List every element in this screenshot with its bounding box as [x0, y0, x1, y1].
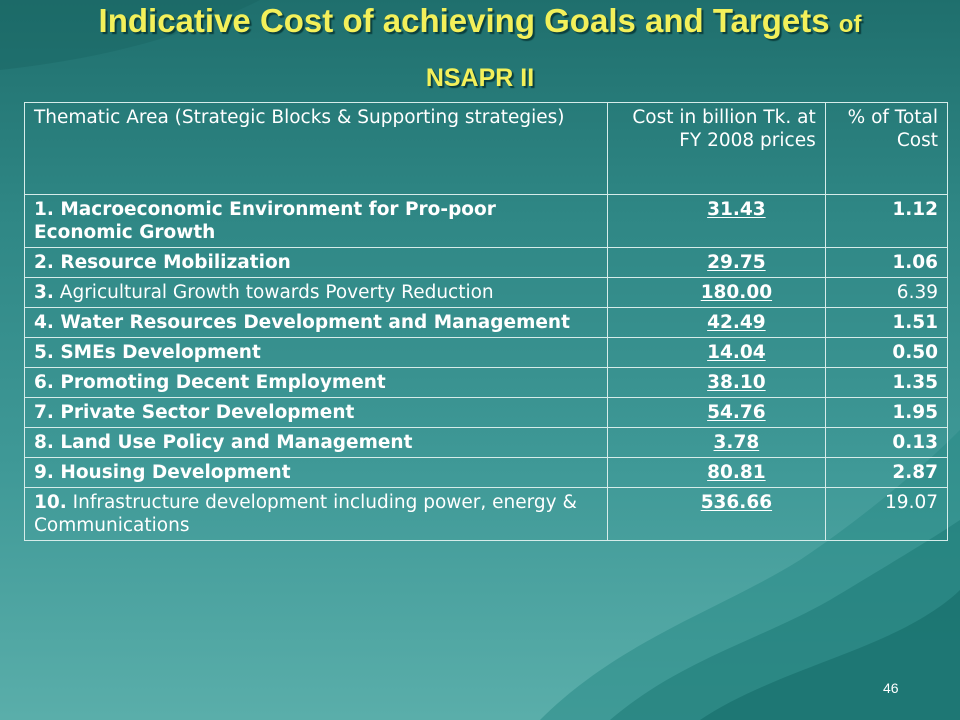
header-percent: % of Total Cost [824, 102, 949, 195]
row-percent: 19.07 [824, 487, 949, 541]
row-area: 10. Infrastructure development including… [23, 487, 609, 541]
table-row: 2. Resource Mobilization 29.75 1.06 [23, 247, 949, 278]
row-percent: 1.95 [824, 397, 949, 428]
page-number: 46 [883, 680, 899, 696]
table-row: 8. Land Use Policy and Management 3.78 0… [23, 427, 949, 458]
row-percent: 1.35 [824, 367, 949, 398]
row-cost: 536.66 [607, 487, 826, 541]
table-row: 3. Agricultural Growth towards Poverty R… [23, 277, 949, 308]
row-cost: 38.10 [607, 367, 826, 398]
table-row: 5. SMEs Development 14.04 0.50 [23, 337, 949, 368]
table-row: 1. Macroeconomic Environment for Pro-poo… [23, 194, 949, 248]
table-header-row: Thematic Area (Strategic Blocks & Suppor… [23, 102, 949, 195]
row-percent: 1.12 [824, 194, 949, 248]
row-cost: 180.00 [607, 277, 826, 308]
row-area: 2. Resource Mobilization [23, 247, 609, 278]
row-cost: 54.76 [607, 397, 826, 428]
row-area: 8. Land Use Policy and Management [23, 427, 609, 458]
row-area: 6. Promoting Decent Employment [23, 367, 609, 398]
table-row: 6. Promoting Decent Employment 38.10 1.3… [23, 367, 949, 398]
row-area: 4. Water Resources Development and Manag… [23, 307, 609, 338]
row-area: 1. Macroeconomic Environment for Pro-poo… [23, 194, 609, 248]
row-cost: 80.81 [607, 457, 826, 488]
row-cost: 14.04 [607, 337, 826, 368]
row-cost: 3.78 [607, 427, 826, 458]
row-percent: 1.06 [824, 247, 949, 278]
slide-title-of: of [838, 11, 862, 38]
row-area: 3. Agricultural Growth towards Poverty R… [23, 277, 609, 308]
row-area: 5. SMEs Development [23, 337, 609, 368]
row-cost: 31.43 [607, 194, 826, 248]
row-cost: 29.75 [607, 247, 826, 278]
table-row: 7. Private Sector Development 54.76 1.95 [23, 397, 949, 428]
header-cost: Cost in billion Tk. at FY 2008 prices [607, 102, 826, 195]
row-percent: 0.13 [824, 427, 949, 458]
slide-title: Indicative Cost of achieving Goals and T… [0, 2, 960, 40]
header-thematic-area: Thematic Area (Strategic Blocks & Suppor… [23, 102, 609, 195]
row-percent: 2.87 [824, 457, 949, 488]
row-area: 7. Private Sector Development [23, 397, 609, 428]
row-percent: 0.50 [824, 337, 949, 368]
row-cost: 42.49 [607, 307, 826, 338]
row-percent: 6.39 [824, 277, 949, 308]
table-row: 10. Infrastructure development including… [23, 487, 949, 541]
row-percent: 1.51 [824, 307, 949, 338]
table-row: 4. Water Resources Development and Manag… [23, 307, 949, 338]
slide-title-main: Indicative Cost of achieving Goals and T… [98, 2, 830, 39]
table-row: 9. Housing Development 80.81 2.87 [23, 457, 949, 488]
row-area: 9. Housing Development [23, 457, 609, 488]
slide-subtitle: NSAPR II [425, 64, 535, 92]
cost-table: Thematic Area (Strategic Blocks & Suppor… [23, 102, 949, 541]
